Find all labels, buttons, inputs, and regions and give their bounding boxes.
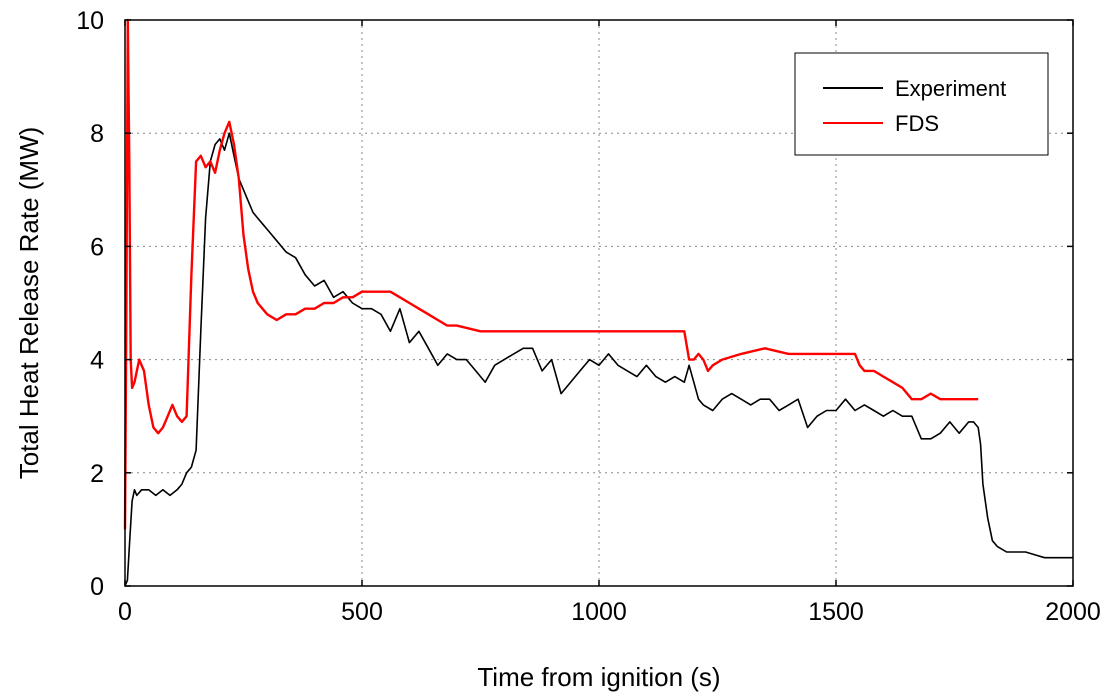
y-tick-label: 10 <box>76 7 104 35</box>
y-axis-title: Total Heat Release Rate (MW) <box>14 127 44 480</box>
x-tick-label: 0 <box>118 598 132 626</box>
x-tick-label: 1500 <box>808 598 864 626</box>
y-tick-labels: 0 2 4 6 8 10 <box>76 7 104 601</box>
x-axis-title: Time from ignition (s) <box>477 662 720 692</box>
y-tick-label: 0 <box>90 573 104 601</box>
x-tick-labels: 0 500 1000 1500 2000 <box>118 598 1101 626</box>
y-tick-label: 4 <box>90 347 104 375</box>
legend-label-fds: FDS <box>895 111 939 136</box>
x-tick-label: 2000 <box>1045 598 1101 626</box>
legend-box <box>795 53 1048 155</box>
x-tick-label: 1000 <box>571 598 627 626</box>
legend: Experiment FDS <box>795 53 1048 155</box>
y-tick-label: 2 <box>90 460 104 488</box>
y-tick-label: 6 <box>90 233 104 261</box>
x-tick-label: 500 <box>341 598 383 626</box>
legend-label-experiment: Experiment <box>895 76 1006 101</box>
y-tick-label: 8 <box>90 120 104 148</box>
